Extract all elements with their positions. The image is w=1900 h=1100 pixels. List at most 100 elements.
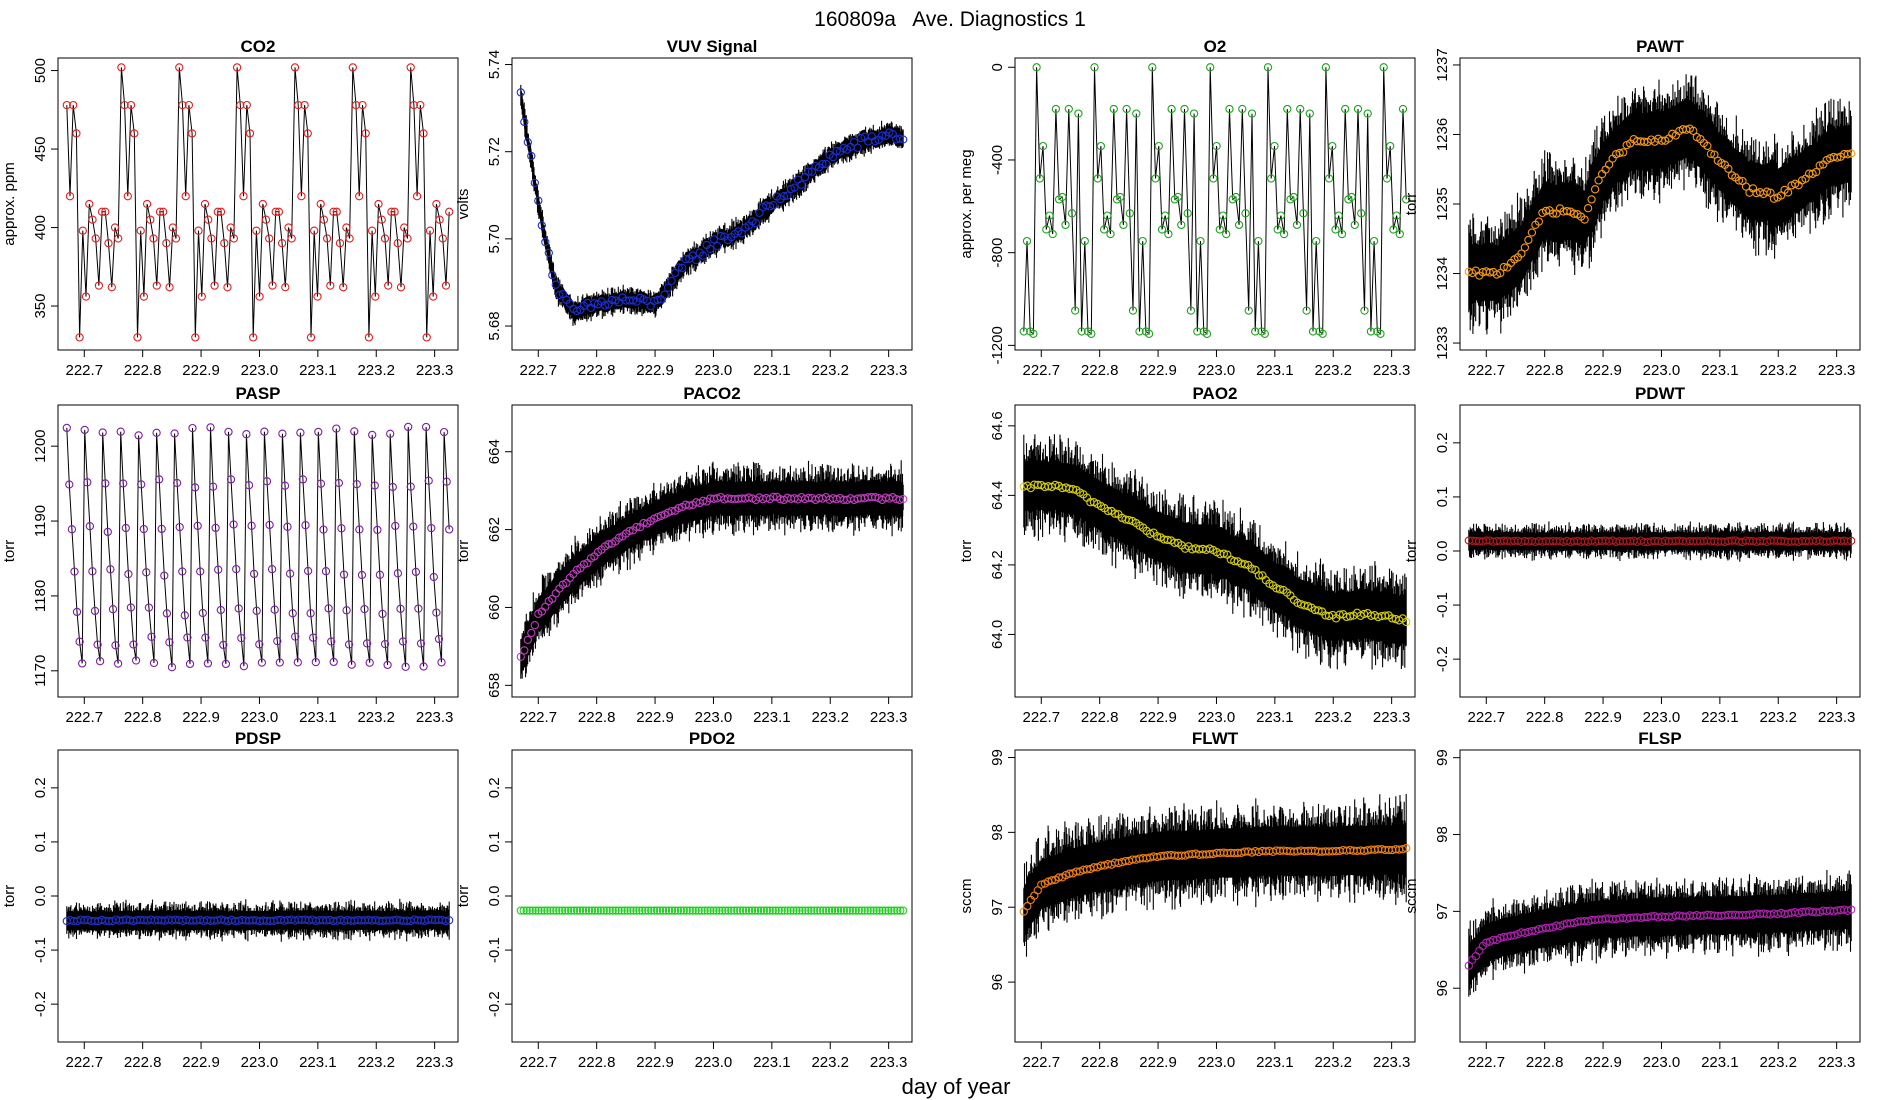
- data-point: [142, 199, 152, 209]
- x-tick-label: 222.9: [1584, 362, 1622, 379]
- data-point: [824, 906, 834, 915]
- y-tick-label: 96: [1434, 980, 1451, 997]
- data-point: [1144, 329, 1154, 338]
- data-point: [670, 906, 680, 915]
- data-point: [416, 100, 425, 110]
- x-tick-label: 223.0: [695, 709, 733, 726]
- data-point: [401, 662, 410, 671]
- data-point: [896, 906, 905, 915]
- data-point: [658, 906, 668, 915]
- data-point: [801, 906, 810, 915]
- data-point: [818, 159, 827, 169]
- data-point: [262, 477, 272, 486]
- data-point: [872, 906, 881, 915]
- data-point: [380, 234, 390, 243]
- data-point: [792, 906, 801, 915]
- raw-data: [1468, 74, 1852, 335]
- data-point: [149, 234, 158, 243]
- data-point: [516, 88, 525, 97]
- data-point: [790, 183, 799, 192]
- x-axis-label: day of year: [902, 1074, 1011, 1099]
- data-point: [306, 333, 316, 342]
- data-point: [1183, 209, 1192, 218]
- data-point: [301, 521, 310, 530]
- data-point: [1145, 529, 1155, 538]
- data-point: [1520, 243, 1530, 252]
- data-point: [552, 906, 561, 915]
- data-point: [232, 63, 242, 72]
- data-point: [819, 906, 828, 915]
- data-point: [429, 292, 438, 301]
- data-point: [370, 481, 379, 490]
- data-point: [667, 276, 676, 285]
- x-tick-label: 222.8: [124, 362, 162, 379]
- data-point: [101, 207, 110, 216]
- data-point: [516, 906, 525, 915]
- data-point: [1230, 556, 1239, 566]
- data-point: [1241, 209, 1250, 218]
- data-point: [1847, 149, 1856, 158]
- data-point: [1061, 220, 1070, 230]
- data-point: [190, 483, 200, 492]
- data-point: [62, 423, 71, 433]
- data-point: [768, 906, 777, 915]
- data-point: [854, 906, 863, 915]
- data-point: [1590, 185, 1600, 194]
- data-point: [232, 564, 241, 574]
- data-point: [1833, 153, 1842, 162]
- data-point: [244, 481, 254, 490]
- x-tick-label: 222.9: [182, 362, 220, 379]
- x-tick-label: 222.9: [1139, 1054, 1177, 1071]
- data-point: [653, 295, 662, 305]
- data-point: [709, 235, 718, 244]
- y-tick-label: 96: [989, 974, 1006, 991]
- data-point: [198, 608, 207, 618]
- data-point: [1341, 104, 1350, 114]
- panel-flwt: FLWT sccm 96 97 98 99 222.7 222.8 222.9 223.0 223.…: [958, 729, 1416, 1071]
- data-point: [360, 604, 369, 614]
- data-point: [72, 607, 82, 617]
- data-point: [644, 906, 653, 915]
- markers: [1019, 63, 1411, 338]
- x-tick-label: 222.8: [1526, 1054, 1564, 1071]
- data-point: [783, 906, 792, 915]
- data-point: [1206, 63, 1215, 72]
- plot-frame: [57, 404, 459, 698]
- data-point: [893, 906, 902, 915]
- data-point: [1464, 961, 1473, 970]
- data-point: [667, 506, 676, 516]
- data-point: [337, 524, 346, 533]
- data-point: [1193, 327, 1202, 336]
- data-point: [523, 635, 532, 645]
- data-point: [265, 234, 274, 243]
- data-point: [1318, 329, 1327, 338]
- data-point: [339, 570, 349, 579]
- y-tick-label: 0.1: [486, 831, 503, 852]
- data-point: [520, 117, 529, 127]
- markers: [1464, 536, 1856, 547]
- x-tick-label: 222.7: [520, 709, 558, 726]
- data-point: [1163, 535, 1172, 545]
- x-tick-label: 222.8: [124, 709, 162, 726]
- y-axis-label: torr: [958, 540, 975, 563]
- data-point: [142, 568, 151, 577]
- data-point: [1110, 509, 1120, 518]
- x-tick-label: 223.0: [695, 362, 733, 379]
- x-tick-label: 223.3: [1818, 1054, 1856, 1071]
- data-point: [1023, 902, 1032, 911]
- x-tick-label: 223.0: [241, 1054, 279, 1071]
- data-point: [404, 422, 413, 432]
- x-tick-label: 222.8: [1526, 362, 1564, 379]
- data-point: [1392, 211, 1401, 220]
- data-point: [383, 660, 392, 670]
- data-point: [899, 906, 908, 915]
- data-point: [159, 207, 168, 216]
- data-point: [699, 251, 708, 260]
- x-tick-label: 222.8: [1526, 709, 1564, 726]
- data-point: [255, 640, 264, 649]
- data-point: [406, 482, 415, 491]
- data-point: [249, 333, 258, 342]
- data-point: [119, 479, 128, 488]
- markers: [62, 63, 454, 342]
- panel-paco2: PACO2 torr 658 660 662 664 222.7 222.8 222.9 223.…: [455, 384, 913, 726]
